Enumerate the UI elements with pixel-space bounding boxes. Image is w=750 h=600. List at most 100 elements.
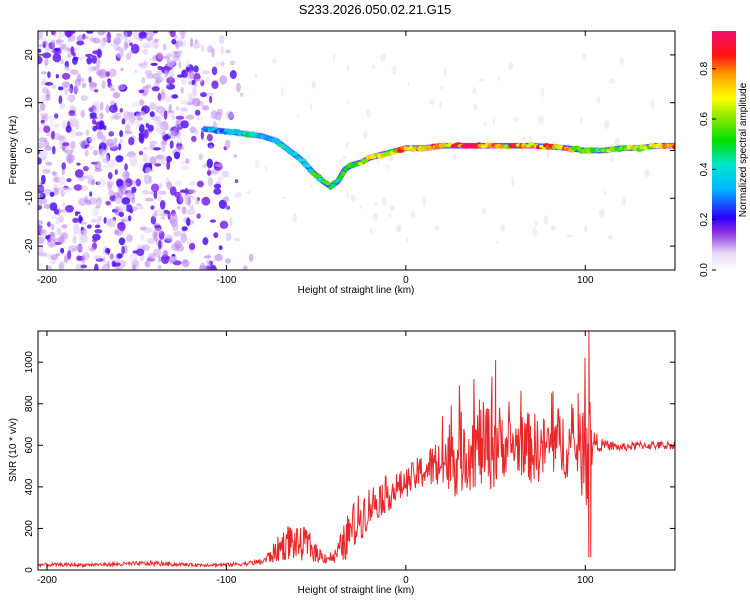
noise-blob [38, 220, 44, 225]
noise-blob [150, 205, 155, 210]
noise-blob [129, 253, 138, 262]
spectrogram-y-ticks: 20 10 0 -10 -20 [24, 49, 675, 253]
noise-blob [346, 100, 350, 105]
noise-blob [86, 224, 92, 229]
noise-blob [75, 263, 83, 270]
colorbar-tick-label: 0.2 [699, 212, 710, 226]
colorbar-tick-label: 0.8 [699, 61, 710, 75]
noise-blob [171, 94, 179, 99]
noise-blob [118, 259, 127, 268]
noise-blob [191, 195, 195, 200]
noise-blob [86, 56, 92, 65]
noise-blob [42, 52, 52, 59]
noise-blob [130, 43, 140, 54]
noise-blob [89, 247, 96, 252]
noise-blob [187, 92, 196, 100]
noise-blob [75, 131, 84, 137]
x-tick-label: 0 [403, 275, 409, 286]
noise-blob [179, 109, 184, 116]
noise-blob [112, 91, 121, 99]
noise-blob [38, 202, 43, 206]
noise-blob [116, 51, 125, 59]
noise-blob [650, 99, 655, 109]
spectrogram-x-axis-label: Height of straight line (km) [298, 285, 415, 296]
noise-blob [169, 216, 177, 226]
noise-blob [163, 66, 173, 71]
noise-blob [62, 190, 70, 194]
noise-blob [177, 206, 181, 210]
noise-blob [142, 48, 148, 55]
noise-blob [189, 37, 194, 48]
noise-blob [158, 108, 165, 118]
noise-blob [54, 113, 59, 119]
x-tick-label: -100 [216, 575, 236, 586]
noise-blob [74, 78, 82, 87]
noise-blob [184, 187, 189, 196]
noise-blob [52, 145, 56, 155]
noise-blob [124, 42, 129, 49]
noise-blob [67, 87, 73, 93]
noise-blob [385, 164, 390, 169]
noise-blob [168, 60, 178, 66]
noise-blob [38, 55, 43, 65]
noise-blob [198, 153, 203, 161]
noise-blob [175, 115, 185, 120]
noise-blob [61, 81, 71, 88]
noise-blob [405, 237, 409, 243]
noise-blob [116, 253, 123, 259]
y-tick-label: -10 [24, 191, 35, 206]
noise-blob [144, 260, 151, 268]
noise-blob [171, 113, 175, 121]
noise-blob [118, 203, 127, 213]
noise-blob [543, 214, 549, 225]
noise-blob [181, 165, 190, 171]
noise-blob [127, 118, 136, 126]
noise-blob [41, 71, 47, 75]
noise-blob [202, 163, 209, 168]
noise-blob [93, 121, 99, 125]
noise-blob [158, 190, 167, 195]
noise-blob [366, 108, 371, 119]
y-tick-label: 400 [24, 478, 35, 495]
noise-blob [174, 180, 183, 185]
noise-blob [194, 197, 199, 206]
y-tick-label: 200 [24, 520, 35, 537]
noise-blob [94, 167, 103, 173]
noise-blob [173, 231, 183, 237]
noise-blob [94, 229, 103, 234]
noise-blob [38, 186, 45, 191]
noise-blob [105, 104, 111, 114]
noise-blob [73, 223, 80, 234]
noise-blob [621, 196, 627, 207]
noise-blob [50, 258, 56, 265]
noise-blob [99, 101, 104, 111]
noise-blob [93, 65, 100, 71]
noise-blob [607, 235, 614, 240]
noise-blob [307, 154, 311, 160]
noise-blob [60, 58, 65, 65]
noise-blob [44, 145, 53, 151]
spectrogram-y-axis-label: Frequency (Hz) [8, 116, 19, 185]
noise-blob [184, 71, 188, 78]
noise-blob [206, 133, 213, 142]
noise-blob [292, 212, 297, 224]
noise-blob [134, 69, 138, 73]
noise-blob [429, 98, 436, 105]
noise-blob [156, 125, 165, 135]
noise-blob [108, 131, 115, 137]
noise-blob [492, 117, 495, 125]
y-tick-label: 10 [24, 97, 35, 109]
noise-blob [109, 84, 115, 91]
noise-blob [142, 92, 148, 97]
noise-blob [210, 169, 219, 175]
noise-blob [50, 254, 59, 260]
spectrogram-x-ticks: -200 -100 0 100 [37, 31, 594, 286]
noise-blob [207, 261, 211, 266]
noise-blob [479, 78, 485, 82]
noise-blob [81, 82, 86, 88]
noise-blob [200, 92, 207, 98]
noise-blob [145, 197, 154, 202]
noise-blob [102, 256, 106, 264]
noise-blob [125, 52, 132, 61]
noise-blob [128, 154, 138, 164]
